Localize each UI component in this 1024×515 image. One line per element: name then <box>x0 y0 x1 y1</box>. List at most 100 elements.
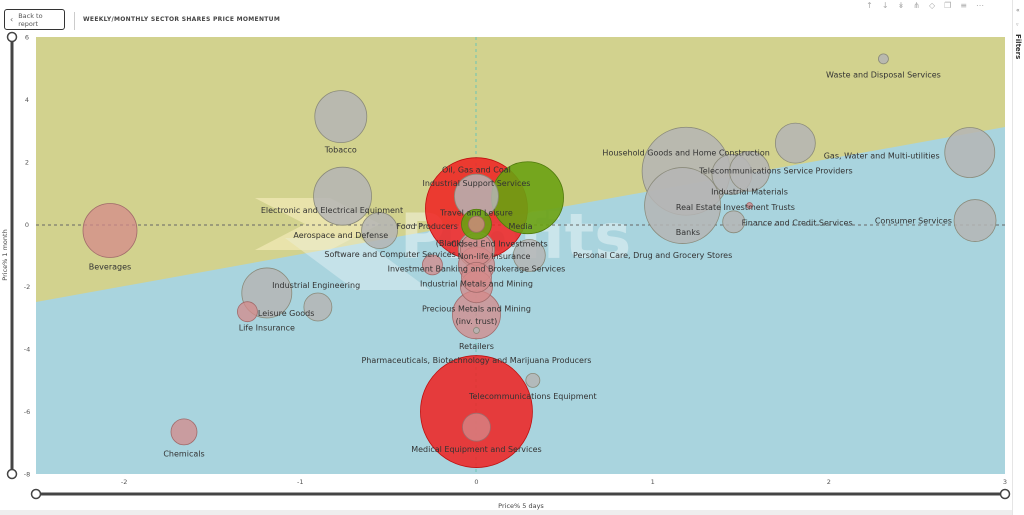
filter-icon[interactable]: ≡ <box>960 1 967 10</box>
bubble-label: Software and Computer Services <box>324 250 455 259</box>
bubble-label: Industrial Metals and Mining <box>420 280 533 289</box>
filter-funnel-icon: ▿ <box>1016 22 1019 28</box>
x-axis-ticks: -2 -1 0 1 2 3 <box>121 478 1007 486</box>
bubble-unlabeled[interactable] <box>746 202 753 209</box>
y-tick-label: 6 <box>25 34 29 42</box>
bubble-chart: Profits Waste and Disposal ServicesTobac… <box>1 31 1011 510</box>
bubble-label: (inv. trust) <box>456 317 498 326</box>
bubble-label: Industrial Materials <box>711 188 788 197</box>
y-tick-label: -6 <box>24 408 30 416</box>
bubble-label: Electronic and Electrical Equipment <box>261 206 403 215</box>
bubble-beverages[interactable] <box>82 203 138 258</box>
bubble-electronic-and-electrical-equipment[interactable] <box>313 166 372 226</box>
chevron-left-icon: ‹ <box>10 15 14 24</box>
bubble-consumer-services[interactable] <box>953 199 997 242</box>
bubble-investment-banking-and-brokerage-services[interactable] <box>461 261 492 293</box>
y-axis-title: Price% 1 month <box>1 229 9 280</box>
bubble-label: Consumer Services <box>875 217 952 226</box>
bubble-label: Household Goods and Home Construction <box>602 148 769 157</box>
bubble-label: Banks <box>676 228 700 237</box>
bubble-label: Travel and Leisure <box>439 208 513 217</box>
bubble-label: Real Estate Investment Trusts <box>676 203 795 212</box>
x-tick-label: 1 <box>651 478 655 486</box>
y-tick-label: -2 <box>24 283 30 291</box>
bubble-label: Industrial Support Services <box>422 179 530 188</box>
bubble-real-estate-investment-trusts[interactable] <box>644 167 721 244</box>
y-tick-label: -4 <box>24 346 30 354</box>
bubble-personal-care-drug-and-grocery-stores[interactable] <box>512 239 546 272</box>
bubble-chemicals[interactable] <box>170 418 198 446</box>
bubble-label: Closed End Investments <box>451 240 548 249</box>
filters-pane-label: Filters <box>1014 34 1022 60</box>
bubble-unlabeled[interactable] <box>303 292 333 322</box>
y-tick-label: -8 <box>24 471 30 479</box>
x-tick-label: -2 <box>121 478 127 486</box>
expand-hierarchy-icon[interactable]: ⋔ <box>913 1 920 10</box>
bubble-label: Personal Care, Drug and Grocery Stores <box>573 251 732 260</box>
back-button-label: Back to report <box>18 11 43 28</box>
visual-toolbar: ↑ ↓ ↡ ⋔ ◇ ❐ ≡ ⋯ <box>866 1 984 10</box>
arrow-up-icon[interactable]: ↑ <box>866 1 873 10</box>
bubble-label: Tobacco <box>324 145 357 154</box>
bubble-media[interactable] <box>468 215 485 233</box>
bubble-label: Gas, Water and Multi-utilities <box>824 152 940 161</box>
y-axis-zoom-slider[interactable] <box>6 31 18 480</box>
bubble-label: Food Producers <box>396 222 457 231</box>
bubble-label: Telecommunications Service Providers <box>698 167 852 176</box>
bubble-unlabeled[interactable] <box>420 355 533 468</box>
bubble-label: Investment Banking and Brokerage Service… <box>388 265 566 274</box>
y-tick-label: 4 <box>25 96 29 104</box>
bubble-label: Non-life Insurance <box>458 252 531 261</box>
header-divider <box>74 12 75 30</box>
copy-icon[interactable]: ❐ <box>944 1 952 10</box>
y-slider-top-handle[interactable] <box>6 31 18 43</box>
x-tick-label: 0 <box>474 478 478 486</box>
bubble-unlabeled[interactable] <box>774 122 816 164</box>
bottom-bar <box>0 510 1012 515</box>
bubble-aerospace-and-defense[interactable] <box>361 212 398 249</box>
page-title: WEEKLY/MONTHLY SECTOR SHARES PRICE MOMEN… <box>83 16 281 23</box>
bubble-label: Beverages <box>89 262 131 271</box>
bubble-industrial-materials[interactable] <box>729 150 770 192</box>
bubble-medical-equipment-and-services[interactable] <box>462 412 491 442</box>
bubble-leisure-goods[interactable] <box>237 301 258 323</box>
pin-icon[interactable]: ◇ <box>928 1 936 10</box>
y-tick-label: 0 <box>25 221 29 229</box>
bubble-label: Finance and Credit Services <box>742 219 853 228</box>
bubble-label: Industrial Engineering <box>272 281 360 290</box>
arrow-down-icon[interactable]: ↓ <box>881 1 889 10</box>
bubble-label: Retailers <box>459 342 494 351</box>
filters-pane[interactable]: « ▿ Filters <box>1012 0 1024 515</box>
bubble-finance-and-credit-services[interactable] <box>722 210 746 234</box>
bubble-label: Telecommunications Equipment <box>468 392 597 401</box>
report-header: ‹ Back to report WEEKLY/MONTHLY SECTOR S… <box>0 0 1006 36</box>
y-axis-ticks: 6 4 2 0 -2 -4 -6 -8 <box>24 34 30 479</box>
bubble-inv-trust[interactable] <box>473 327 480 334</box>
bubble-telecommunications-equipment[interactable] <box>525 372 541 388</box>
y-tick-label: 2 <box>25 158 29 166</box>
bubble-label: Medical Equipment and Services <box>411 445 542 454</box>
bubble-label: Precious Metals and Mining <box>422 305 531 314</box>
bubble-label: Chemicals <box>163 450 204 459</box>
bubble-gas-water-and-multi-utilities[interactable] <box>944 127 996 178</box>
bubble-label: Oil, Gas and Coal <box>442 166 511 175</box>
bubble-label: (Blank) <box>436 239 465 248</box>
x-tick-label: 2 <box>827 478 831 486</box>
bubble-label: Media <box>508 222 532 231</box>
x-axis-title: Price% 5 days <box>498 502 544 510</box>
bubble-waste-and-disposal-services[interactable] <box>878 53 889 65</box>
bubble-label: Waste and Disposal Services <box>826 70 941 79</box>
collapse-arrow-icon[interactable]: « <box>1016 7 1020 14</box>
x-tick-label: 3 <box>1003 478 1007 486</box>
double-arrow-down-icon[interactable]: ↡ <box>897 1 905 10</box>
bubble-labels-layer: Waste and Disposal Services Tobacco Househ… <box>89 70 952 458</box>
x-slider-left-handle[interactable] <box>30 488 42 500</box>
x-axis-zoom-slider[interactable] <box>30 488 1011 500</box>
more-icon[interactable]: ⋯ <box>976 1 984 10</box>
back-to-report-button[interactable]: ‹ Back to report <box>4 9 65 30</box>
bubble-tobacco[interactable] <box>314 90 368 143</box>
bubble-software-and-computer-services[interactable] <box>422 254 443 276</box>
bubble-label: Pharmaceuticals, Biotechnology and Marij… <box>361 356 591 365</box>
y-slider-bottom-handle[interactable] <box>6 468 18 480</box>
x-slider-right-handle[interactable] <box>999 488 1011 500</box>
